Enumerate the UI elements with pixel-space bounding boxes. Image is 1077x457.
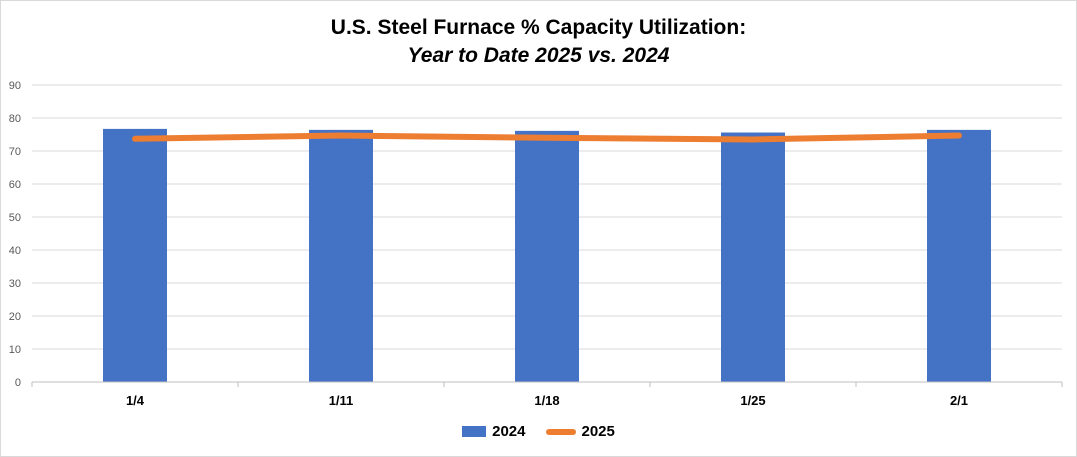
- bar-2024-4: [927, 129, 991, 382]
- point-2025-3: [752, 138, 754, 140]
- point-2025-1: [340, 134, 342, 136]
- point-2025-0: [134, 138, 136, 140]
- legend-item-2025: 2025: [545, 423, 615, 440]
- y-tick-label: 60: [9, 179, 21, 191]
- chart-title: U.S. Steel Furnace % Capacity Utilizatio…: [330, 16, 747, 39]
- chart-subtitle: Year to Date 2025 vs. 2024: [407, 44, 670, 67]
- y-tick-label: 50: [9, 212, 21, 224]
- legend-label-2024: 2024: [492, 423, 526, 440]
- y-axis-ticks: 0 10 20 30 40 50 60 70 80 90: [9, 80, 21, 389]
- x-tick-label: 1/4: [126, 393, 145, 408]
- point-2025-2: [546, 137, 548, 139]
- y-tick-label: 0: [15, 377, 21, 389]
- x-tick-label: 1/11: [329, 393, 354, 408]
- x-axis: 1/4 1/11 1/18 1/25 2/1: [31, 381, 1063, 408]
- legend-swatch-2024: [462, 426, 487, 437]
- y-tick-label: 20: [9, 311, 21, 323]
- bar-2024-3: [721, 132, 785, 382]
- x-tick-label: 1/25: [740, 393, 765, 408]
- y-tick-label: 40: [9, 245, 21, 257]
- y-tick-label: 90: [9, 80, 21, 92]
- point-2025-4: [958, 134, 960, 136]
- y-tick-label: 30: [9, 278, 21, 290]
- x-tick-label: 1/18: [534, 393, 559, 408]
- bar-2024-0: [103, 128, 167, 382]
- y-tick-label: 70: [9, 146, 21, 158]
- line-series: [132, 132, 962, 143]
- legend-label-2025: 2025: [581, 423, 615, 440]
- chart-title-block: U.S. Steel Furnace % Capacity Utilizatio…: [0, 14, 1077, 70]
- legend-swatch-2025: [545, 428, 576, 435]
- bar-series: [103, 128, 991, 382]
- y-tick-label: 80: [9, 113, 21, 125]
- x-tick-label: 2/1: [950, 393, 968, 408]
- y-tick-label: 10: [9, 344, 21, 356]
- legend-item-2024: 2024: [462, 423, 526, 440]
- bar-2024-1: [309, 129, 373, 382]
- legend: 2024 2025: [0, 423, 1077, 440]
- bar-2024-2: [515, 130, 579, 382]
